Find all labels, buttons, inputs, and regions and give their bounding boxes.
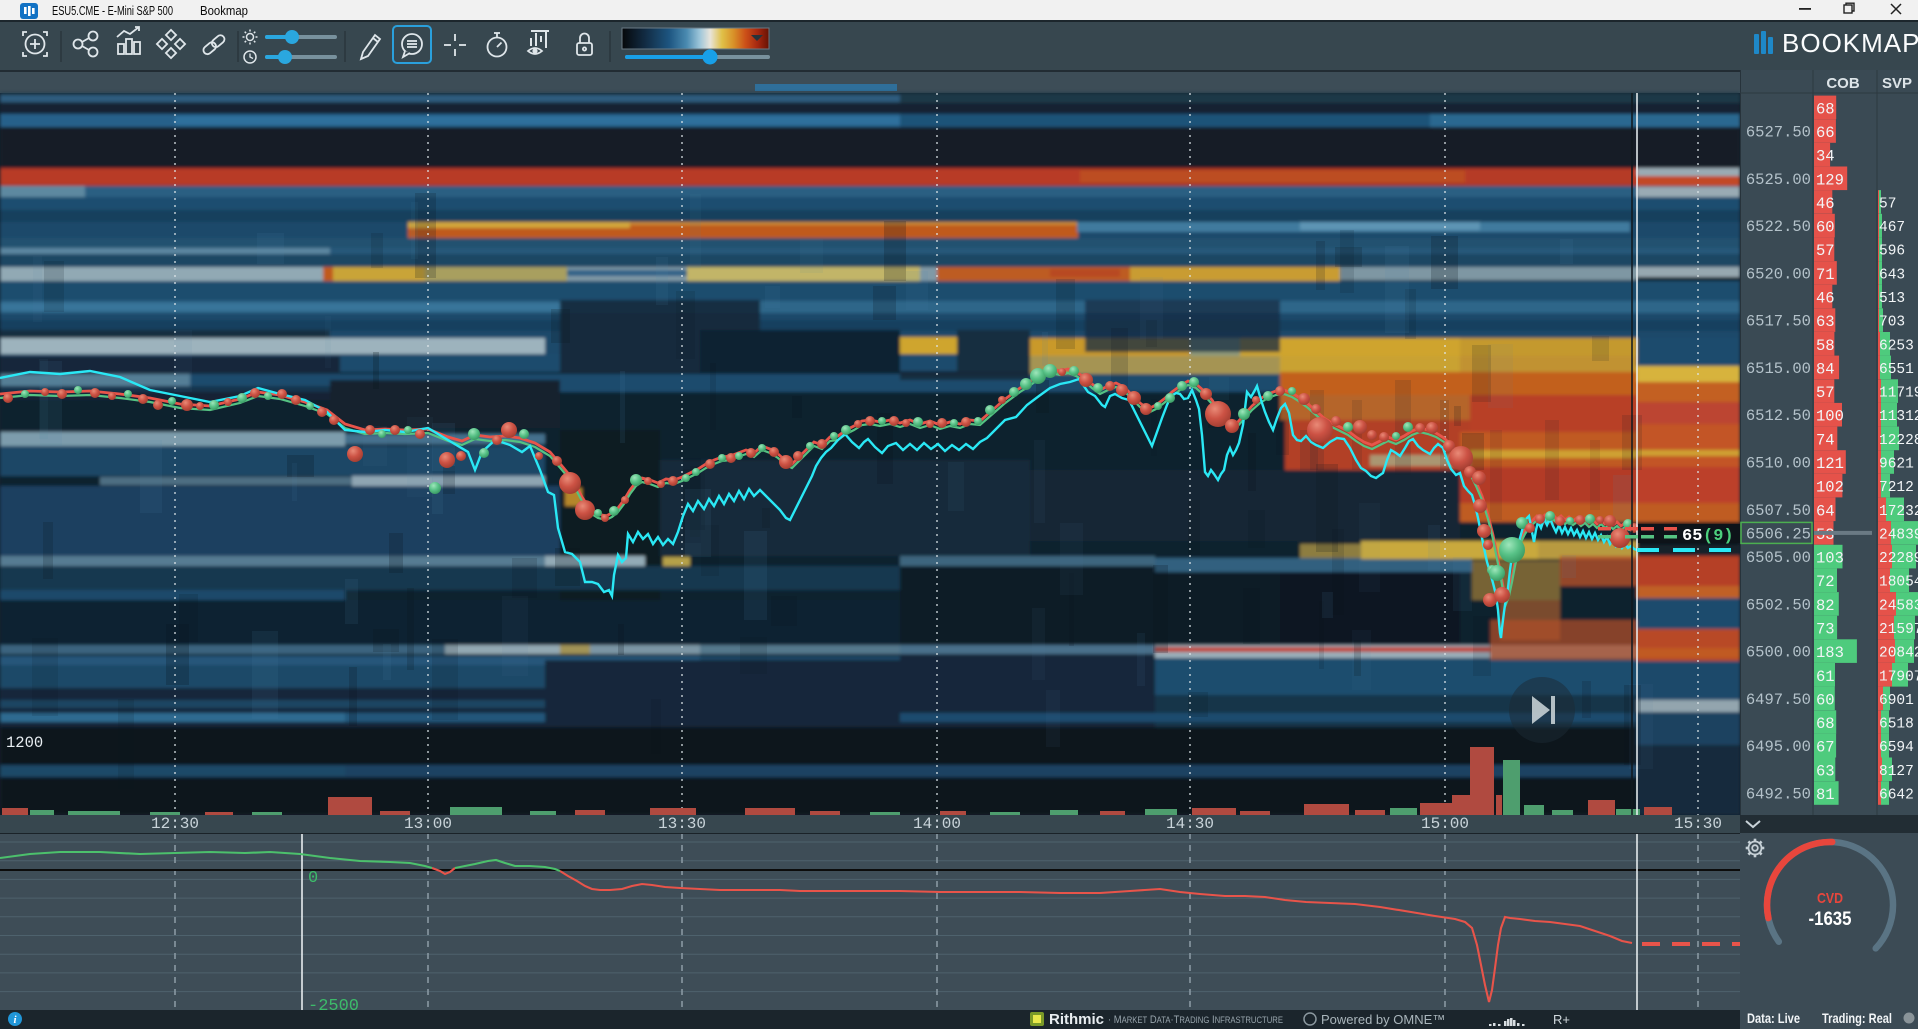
svg-text:17907: 17907 <box>1879 669 1918 685</box>
svg-text:CVD: CVD <box>1817 890 1843 907</box>
svg-text:BOOKMAP: BOOKMAP <box>1782 28 1918 58</box>
svg-text:12228: 12228 <box>1879 433 1918 449</box>
svg-text:7212: 7212 <box>1879 480 1914 496</box>
svg-text:24839: 24839 <box>1879 527 1918 543</box>
svg-text:121: 121 <box>1816 455 1844 473</box>
svg-text:6492.50: 6492.50 <box>1746 786 1811 804</box>
svg-text:6517.50: 6517.50 <box>1746 313 1811 331</box>
svg-text:53: 53 <box>1816 526 1835 544</box>
svg-text:6502.50: 6502.50 <box>1746 596 1811 614</box>
svg-text:100: 100 <box>1816 408 1844 426</box>
svg-text:596: 596 <box>1879 244 1905 260</box>
svg-text:-1635: -1635 <box>1809 909 1852 930</box>
svg-text:46: 46 <box>1816 195 1835 213</box>
svg-text:6253: 6253 <box>1879 338 1914 354</box>
svg-text:Data: Live: Data: Live <box>1747 1010 1800 1026</box>
svg-text:0: 0 <box>308 869 318 888</box>
svg-text:57: 57 <box>1816 242 1835 260</box>
svg-text:18054: 18054 <box>1879 575 1918 591</box>
svg-text:1200: 1200 <box>6 734 43 752</box>
svg-text:SVP: SVP <box>1882 75 1912 92</box>
svg-text:6510.00: 6510.00 <box>1746 455 1811 473</box>
svg-text:6527.50: 6527.50 <box>1746 124 1811 142</box>
svg-text:60: 60 <box>1816 691 1835 709</box>
svg-text:643: 643 <box>1879 267 1905 283</box>
svg-text:R+: R+ <box>1553 1012 1570 1027</box>
svg-text:· MARKET DATA·TRADING INFRASTR: · MARKET DATA·TRADING INFRASTRUCTURE <box>1108 1014 1283 1026</box>
svg-text:11312: 11312 <box>1879 409 1918 425</box>
svg-text:68: 68 <box>1816 100 1835 118</box>
svg-text:58: 58 <box>1816 337 1835 355</box>
svg-text:46: 46 <box>1816 290 1835 308</box>
svg-text:15:00: 15:00 <box>1421 815 1469 833</box>
svg-text:6522.50: 6522.50 <box>1746 218 1811 236</box>
svg-text:63: 63 <box>1816 762 1835 780</box>
svg-text:129: 129 <box>1816 171 1844 189</box>
svg-text:57: 57 <box>1879 196 1896 212</box>
svg-text:84: 84 <box>1816 360 1835 378</box>
svg-text:14:30: 14:30 <box>1166 815 1214 833</box>
svg-text:6594: 6594 <box>1879 740 1914 756</box>
svg-text:14:00: 14:00 <box>913 815 961 833</box>
svg-text:61: 61 <box>1816 668 1835 686</box>
svg-text:103: 103 <box>1816 550 1844 568</box>
svg-text:Bookmap: Bookmap <box>200 3 248 18</box>
svg-text:6500.00: 6500.00 <box>1746 644 1811 662</box>
svg-text:20842: 20842 <box>1879 646 1918 662</box>
svg-text:24583: 24583 <box>1879 598 1918 614</box>
svg-text:8127: 8127 <box>1879 764 1914 780</box>
svg-text:72: 72 <box>1816 573 1835 591</box>
svg-text:22289: 22289 <box>1879 551 1918 567</box>
svg-text:COB: COB <box>1826 75 1860 92</box>
svg-text:6507.50: 6507.50 <box>1746 502 1811 520</box>
svg-text:6520.00: 6520.00 <box>1746 265 1811 283</box>
svg-text:ESU5.CME - E-Mini S&P 500: ESU5.CME - E-Mini S&P 500 <box>52 3 173 18</box>
svg-text:66: 66 <box>1816 124 1835 142</box>
svg-text:6642: 6642 <box>1879 788 1914 804</box>
svg-text:68: 68 <box>1816 715 1835 733</box>
svg-text:81: 81 <box>1816 786 1835 804</box>
svg-text:82: 82 <box>1816 597 1835 615</box>
svg-text:6506.25: 6506.25 <box>1746 525 1811 543</box>
svg-text:703: 703 <box>1879 315 1905 331</box>
svg-text:13:00: 13:00 <box>404 815 452 833</box>
svg-text:73: 73 <box>1816 621 1835 639</box>
svg-text:13:30: 13:30 <box>658 815 706 833</box>
svg-text:i: i <box>13 1014 17 1026</box>
svg-text:64: 64 <box>1816 502 1835 520</box>
svg-text:102: 102 <box>1816 479 1844 497</box>
svg-text:6512.50: 6512.50 <box>1746 407 1811 425</box>
svg-text:Trading: Real: Trading: Real <box>1822 1010 1892 1026</box>
svg-text:12:30: 12:30 <box>151 815 199 833</box>
svg-text:6901: 6901 <box>1879 693 1914 709</box>
svg-text:74: 74 <box>1816 431 1835 449</box>
svg-text:6515.00: 6515.00 <box>1746 360 1811 378</box>
svg-text:6518: 6518 <box>1879 717 1914 733</box>
svg-text:21597: 21597 <box>1879 622 1918 638</box>
svg-text:6505.00: 6505.00 <box>1746 549 1811 567</box>
svg-text:6525.00: 6525.00 <box>1746 171 1811 189</box>
svg-text:Rithmic: Rithmic <box>1049 1011 1104 1028</box>
svg-text:(9): (9) <box>1703 527 1734 546</box>
svg-text:57: 57 <box>1816 384 1835 402</box>
svg-text:Powered by OMNE™: Powered by OMNE™ <box>1321 1012 1445 1027</box>
svg-text:6495.00: 6495.00 <box>1746 738 1811 756</box>
svg-text:60: 60 <box>1816 219 1835 237</box>
svg-text:63: 63 <box>1816 313 1835 331</box>
svg-text:71: 71 <box>1816 266 1835 284</box>
svg-text:65: 65 <box>1682 527 1702 546</box>
svg-text:34: 34 <box>1816 148 1835 166</box>
svg-text:6497.50: 6497.50 <box>1746 691 1811 709</box>
svg-text:67: 67 <box>1816 739 1835 757</box>
svg-text:15:30: 15:30 <box>1674 815 1722 833</box>
svg-text:9621: 9621 <box>1879 457 1914 473</box>
svg-text:467: 467 <box>1879 220 1905 236</box>
svg-text:513: 513 <box>1879 291 1905 307</box>
svg-text:11719: 11719 <box>1879 386 1918 402</box>
svg-text:6551: 6551 <box>1879 362 1914 378</box>
svg-text:183: 183 <box>1816 644 1844 662</box>
